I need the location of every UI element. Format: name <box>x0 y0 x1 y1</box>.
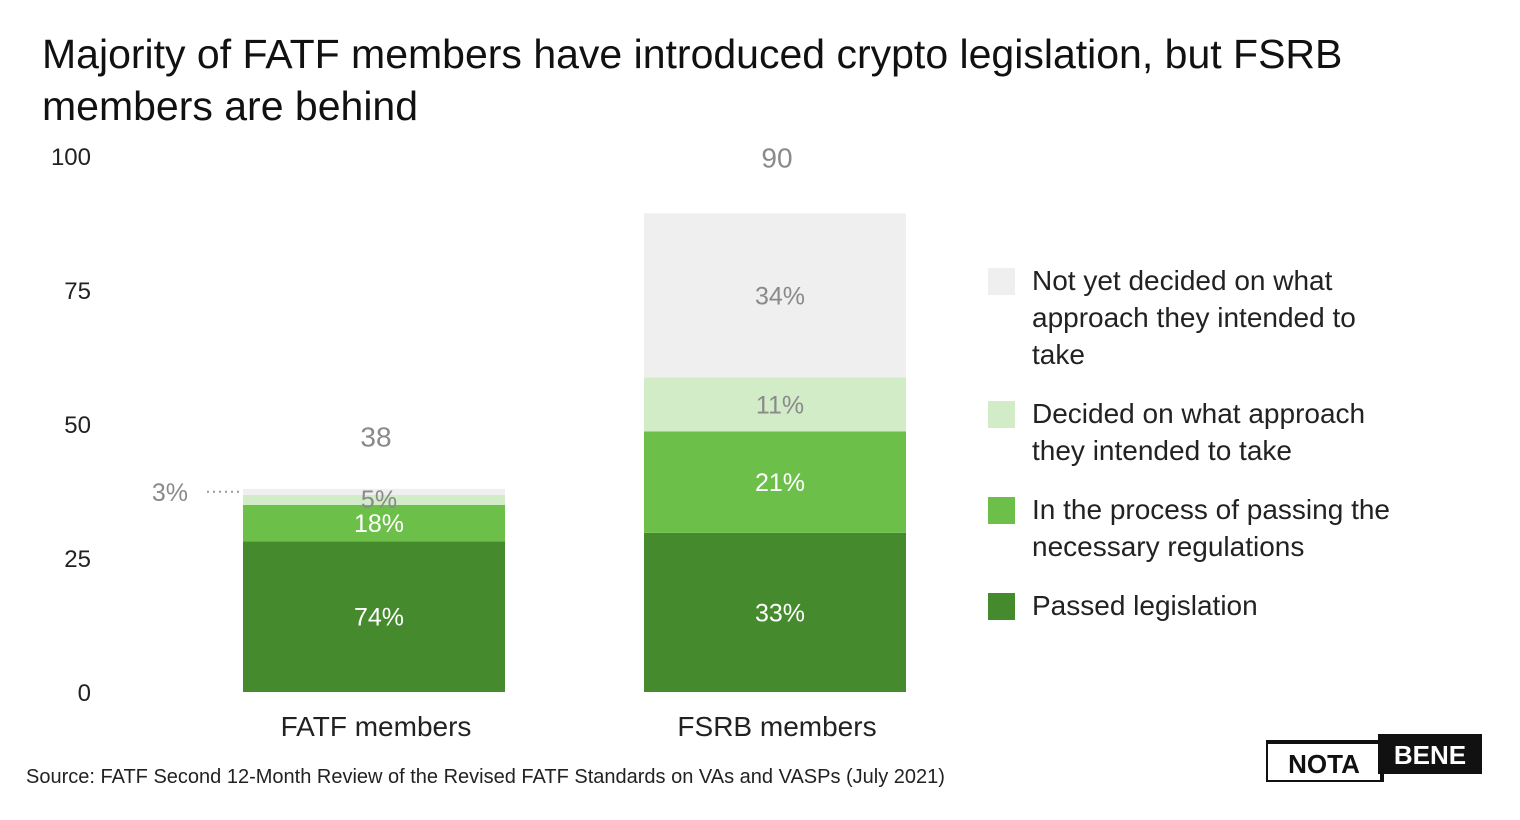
legend-item-decided: Decided on what approach they intended t… <box>988 395 1408 469</box>
legend-swatch <box>988 401 1015 428</box>
y-tick-label: 100 <box>51 144 91 171</box>
bar-segment-decided <box>644 377 906 432</box>
legend-swatch <box>988 497 1015 524</box>
source-note: Source: FATF Second 12-Month Review of t… <box>26 766 945 788</box>
x-category-label: FATF members <box>281 711 472 742</box>
legend-item-in_process: In the process of passing the necessary … <box>988 491 1408 565</box>
segment-label: 11% <box>756 391 804 419</box>
callout-label: 3% <box>152 479 188 507</box>
segment-label: 18% <box>354 510 404 538</box>
y-tick-label: 0 <box>78 680 91 707</box>
segment-label: 33% <box>755 599 805 627</box>
bar-segment-decided <box>243 494 505 505</box>
x-category-label: FSRB members <box>677 711 876 742</box>
legend-swatch <box>988 593 1015 620</box>
bar-segment-in_process <box>644 431 906 533</box>
segment-label: 34% <box>755 282 805 310</box>
bar-segment-not_decided <box>644 213 906 378</box>
y-tick-label: 75 <box>64 278 91 305</box>
bar-segment-passed <box>644 532 906 692</box>
segment-label: 21% <box>755 469 805 497</box>
total-label: 38 <box>360 421 391 452</box>
y-tick-label: 25 <box>64 546 91 573</box>
legend: Not yet decided on what approach they in… <box>988 262 1408 646</box>
y-tick-label: 50 <box>64 412 91 439</box>
bars <box>243 213 906 692</box>
bar-segment-in_process <box>243 504 505 542</box>
legend-label: Passed legislation <box>1032 590 1258 621</box>
chart-title: Majority of FATF members have introduced… <box>42 31 1343 129</box>
legend-label: Not yet decided on what approach they in… <box>1032 265 1356 370</box>
bar-segment-not_decided <box>243 488 505 495</box>
segment-label: 74% <box>354 604 404 632</box>
bar-segment-passed <box>243 541 505 692</box>
legend-item-not_decided: Not yet decided on what approach they in… <box>988 262 1408 373</box>
bar-labels: 74% 18%5% 38 33% 21% 11% 34% 90 3% <box>152 143 805 632</box>
y-axis: 0 25 50 75 100 <box>51 144 91 707</box>
logo-right-word: BENE <box>1394 740 1466 770</box>
total-label: 90 <box>761 143 792 174</box>
x-axis: FATF members FSRB members <box>281 711 877 742</box>
legend-item-passed: Passed legislation <box>988 587 1408 624</box>
segment-label: 5% <box>361 486 397 514</box>
legend-swatch <box>988 268 1015 295</box>
legend-label: Decided on what approach they intended t… <box>1032 398 1366 466</box>
logo-left-word: NOTA <box>1288 749 1360 779</box>
nota-bene-logo: NOTA BENE <box>1266 734 1482 782</box>
stacked-bar-chart: 0 25 50 75 100 74% 18%5% 38 33% 21% 11% 34% 90 3% FA… <box>51 143 906 742</box>
legend-label: In the process of passing the necessary … <box>1032 494 1390 562</box>
